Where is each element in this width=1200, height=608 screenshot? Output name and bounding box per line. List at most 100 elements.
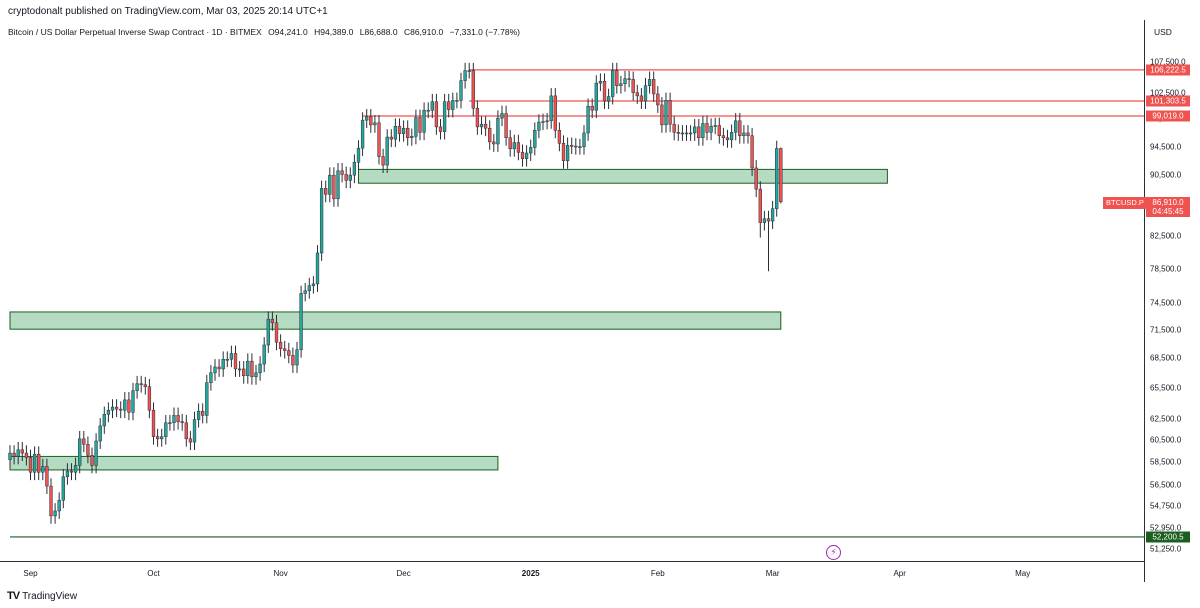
candle-body — [164, 422, 168, 437]
level-price-badge: 52,200.5 — [1146, 531, 1190, 543]
time-tick-label: Apr — [893, 569, 906, 578]
candle-body — [254, 372, 258, 378]
candle-body — [693, 126, 697, 134]
support-zone[interactable] — [358, 168, 888, 184]
candle-body — [319, 188, 324, 254]
candle-body — [180, 421, 184, 424]
price-axis-border — [1144, 20, 1145, 582]
candle-body — [278, 341, 283, 349]
candle-body — [721, 135, 726, 139]
candle-body — [262, 344, 266, 365]
candle-body — [377, 122, 381, 157]
time-tick-label: Feb — [650, 569, 665, 578]
candle-body — [705, 123, 709, 133]
price-tick-label: 56,500.0 — [1150, 480, 1182, 490]
candle-body — [545, 120, 549, 123]
candle-body — [209, 372, 213, 383]
price-chart[interactable] — [0, 0, 1144, 561]
support-zone[interactable] — [9, 455, 499, 471]
time-tick-label: Dec — [396, 569, 411, 578]
candle-body — [37, 453, 41, 473]
candle-body — [143, 384, 147, 387]
candle-body — [615, 70, 619, 86]
candle-body — [529, 147, 533, 154]
candle-body — [393, 125, 398, 140]
candle-body — [430, 101, 434, 111]
candle-body — [69, 470, 74, 473]
candle-body — [188, 438, 193, 443]
candle-body — [356, 147, 361, 163]
legend-high: H94,389.0 — [314, 27, 354, 37]
candle-body — [225, 358, 229, 361]
candle-body — [561, 143, 566, 162]
candle-body — [201, 410, 205, 416]
candle-body — [57, 499, 61, 512]
candle-body — [606, 96, 611, 102]
candle-body — [750, 135, 754, 169]
legend-close: C86,910.0 — [403, 27, 444, 37]
candle-body — [270, 318, 275, 324]
candle-body — [475, 107, 480, 128]
candle-body — [434, 101, 439, 128]
candle-body — [61, 476, 65, 501]
candle-body — [709, 125, 713, 133]
candle-body — [397, 125, 402, 134]
candle-body — [344, 174, 348, 181]
candle-body — [697, 126, 701, 139]
candle-body — [684, 132, 689, 135]
candle-body — [127, 399, 131, 413]
candle-body — [192, 419, 197, 443]
candle-body — [602, 80, 607, 102]
candle-body — [237, 368, 242, 371]
bar-countdown: 04:45:45 — [1152, 206, 1184, 216]
candle-body — [537, 121, 541, 131]
candle-body — [53, 510, 57, 517]
candle-body — [713, 125, 717, 127]
candle-body — [471, 70, 475, 109]
candle-body — [438, 126, 443, 132]
candle-body — [217, 366, 221, 370]
candle-body — [90, 455, 94, 466]
candle-body — [762, 218, 767, 223]
candle-body — [574, 145, 578, 148]
candle-body — [229, 353, 234, 360]
candle-body — [652, 79, 656, 95]
level-price-badge: 106,222.5 — [1146, 64, 1190, 76]
candle-body — [213, 366, 217, 374]
price-tick-label: 58,500.0 — [1150, 457, 1182, 467]
candle-body — [701, 123, 705, 139]
candle-body — [299, 293, 303, 350]
candle-body — [12, 452, 16, 457]
candle-body — [147, 386, 152, 411]
candle-body — [155, 436, 160, 440]
price-tick-label: 94,500.0 — [1150, 142, 1182, 152]
candle-body — [516, 142, 521, 153]
candle-body — [246, 360, 250, 377]
price-tick-label: 82,500.0 — [1150, 231, 1182, 241]
candle-body — [508, 137, 512, 150]
price-tick-label: 65,500.0 — [1150, 383, 1182, 393]
candle-body — [463, 70, 467, 81]
candle-body — [73, 465, 78, 473]
lightning-icon[interactable]: ⚡ — [826, 545, 841, 560]
candle-body — [479, 123, 484, 128]
candle-body — [738, 120, 742, 136]
candle-body — [578, 146, 582, 148]
candle-body — [553, 95, 557, 131]
support-zone[interactable] — [9, 311, 782, 330]
candle-body — [488, 127, 492, 143]
candle-body — [656, 93, 660, 106]
candle-body — [635, 92, 639, 97]
price-tick-label: 90,500.0 — [1150, 170, 1182, 180]
candle-body — [348, 174, 352, 181]
candle-body — [455, 100, 459, 102]
candle-body — [779, 148, 783, 203]
candle-body — [184, 422, 188, 440]
candle-body — [496, 117, 500, 145]
candle-body — [287, 350, 291, 356]
candle-body — [401, 127, 406, 134]
candle-body — [725, 137, 730, 141]
candle-body — [94, 440, 98, 466]
candle-body — [233, 353, 238, 370]
candle-body — [647, 79, 652, 86]
